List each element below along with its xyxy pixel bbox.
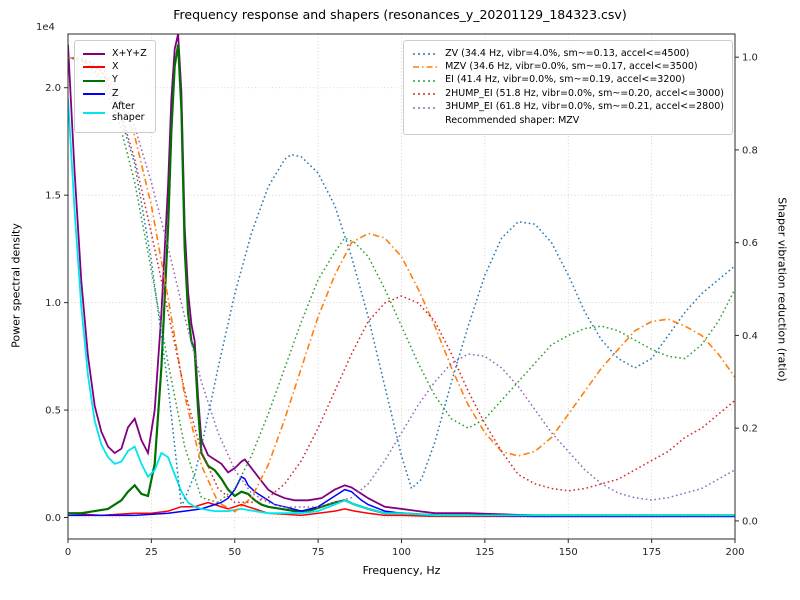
series-line-hump3_ei <box>68 56 735 508</box>
gridlines <box>67 34 736 539</box>
x-tick-label: 100 <box>392 547 411 558</box>
legend-note-label: Recommended shaper: MZV <box>445 114 580 126</box>
x-tick-label: 200 <box>725 547 744 558</box>
legend-item-hump3_ei: 3HUMP_EI (61.8 Hz, vibr=0.0%, sm~=0.21, … <box>412 101 724 113</box>
y-left-tick-label: 0.0 <box>45 513 61 524</box>
legend-item-xyz: X+Y+Z <box>83 47 147 60</box>
legend-item-z: Z <box>83 87 147 100</box>
legend-line-sample-after_shaper <box>83 112 105 115</box>
legend-recommended-shaper-note: Recommended shaper: MZV <box>412 114 724 127</box>
series-line-hump2_ei <box>68 56 735 504</box>
y-right-tick-label: 0.2 <box>742 424 758 435</box>
legend-item-label: EI (41.4 Hz, vibr=0.0%, sm~=0.19, accel<… <box>445 74 686 86</box>
series-group <box>68 34 735 518</box>
series-line-after_shaper <box>68 98 735 517</box>
legend-item-ei: EI (41.4 Hz, vibr=0.0%, sm~=0.19, accel<… <box>412 74 724 86</box>
x-tick-label: 150 <box>559 547 578 558</box>
y-left-tick-label: 0.5 <box>45 406 61 417</box>
legend-shapers: ZV (34.4 Hz, vibr=4.0%, sm~=0.13, accel<… <box>403 40 733 136</box>
legend-item-x: X <box>83 60 147 73</box>
chart-title: Frequency response and shapers (resonanc… <box>173 7 627 22</box>
legend-item-label: X <box>112 60 119 72</box>
y-axis-label-left: Power spectral density <box>9 223 23 348</box>
legend-item-zv: ZV (34.4 Hz, vibr=4.0%, sm~=0.13, accel<… <box>412 47 724 60</box>
y-right-tick-label: 0.6 <box>742 238 758 249</box>
legend-item-after_shaper: After shaper <box>83 101 147 124</box>
legend-line-sample-z <box>83 93 105 96</box>
y-right-tick-label: 0.4 <box>742 331 758 342</box>
legend-item-hump2_ei: 2HUMP_EI (51.8 Hz, vibr=0.0%, sm~=0.20, … <box>412 87 724 100</box>
legend-line-sample-ei <box>413 79 438 82</box>
x-axis-label: Frequency, Hz <box>362 564 441 577</box>
x-tick-label: 50 <box>228 547 241 558</box>
legend-line-sample-mzv <box>413 66 438 69</box>
legend-item-label: 2HUMP_EI (51.8 Hz, vibr=0.0%, sm~=0.20, … <box>445 87 724 99</box>
x-tick-label: 125 <box>475 547 494 558</box>
y-left-tick-label: 1.0 <box>45 298 61 309</box>
x-tick-label: 0 <box>65 547 71 558</box>
series-line-mzv <box>68 56 735 513</box>
legend-item-label: After shaper <box>112 101 145 124</box>
legend-item-label: 3HUMP_EI (61.8 Hz, vibr=0.0%, sm~=0.21, … <box>445 101 724 113</box>
legend-item-label: X+Y+Z <box>112 47 147 59</box>
y-right-tick-label: 1.0 <box>742 53 758 64</box>
series-line-xyz <box>68 34 735 517</box>
legend-item-y: Y <box>83 74 147 86</box>
y-right-tick-label: 0.0 <box>742 516 758 527</box>
legend-line-sample-xyz <box>83 52 105 55</box>
axis-ticks: 0 25 50 75 100 125 150 175 200 0.0 0.5 1.0 1.5 2.0 0.0… <box>45 53 758 558</box>
y-left-tick-label: 1.5 <box>45 191 61 202</box>
y-axis-label-right: Shaper vibration reduction (ratio) <box>775 197 789 382</box>
x-tick-label: 25 <box>145 547 158 558</box>
y-right-tick-label: 0.8 <box>742 145 758 156</box>
y-axis-offset-text: 1e4 <box>36 22 55 33</box>
legend-item-label: Z <box>112 87 119 99</box>
legend-line-sample-hump2_ei <box>413 93 438 96</box>
series-line-x <box>68 501 735 518</box>
y-left-tick-label: 2.0 <box>45 83 61 94</box>
legend-line-sample-y <box>83 79 105 82</box>
legend-item-label: ZV (34.4 Hz, vibr=4.0%, sm~=0.13, accel<… <box>445 47 690 59</box>
legend-line-sample-x <box>83 66 105 69</box>
legend-item-mzv: MZV (34.6 Hz, vibr=0.0%, sm~=0.17, accel… <box>412 60 724 73</box>
legend-psd-series: X+Y+Z X Y Z After shaper <box>74 40 156 133</box>
legend-item-label: Y <box>112 74 118 86</box>
x-tick-label: 75 <box>312 547 325 558</box>
legend-item-label: MZV (34.6 Hz, vibr=0.0%, sm~=0.17, accel… <box>445 60 698 72</box>
legend-line-sample-zv <box>413 53 438 55</box>
legend-line-sample-hump3_ei <box>413 106 438 109</box>
x-tick-label: 175 <box>642 547 661 558</box>
